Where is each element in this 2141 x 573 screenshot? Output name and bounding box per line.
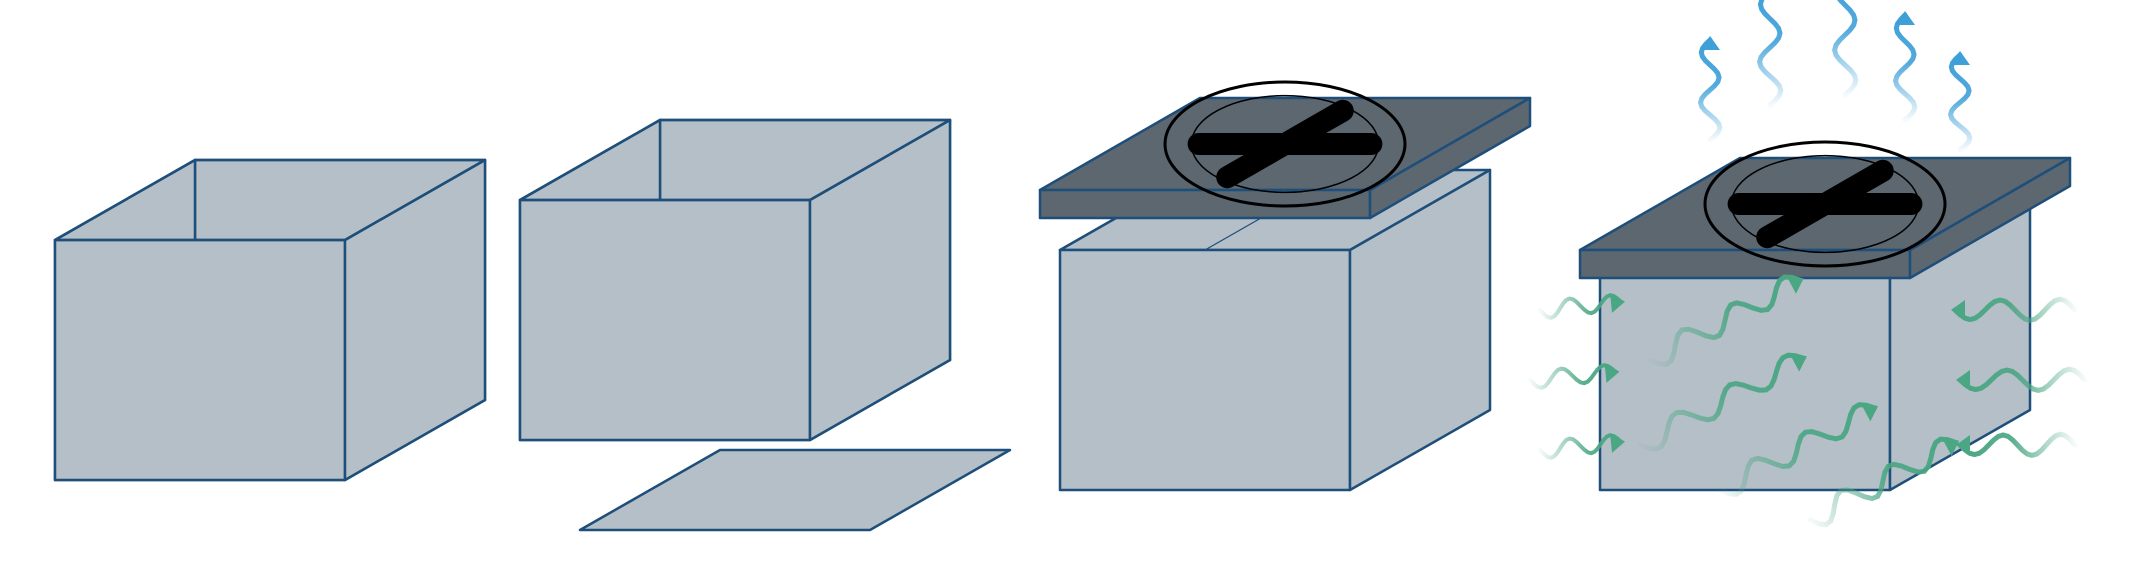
step2-open-box (520, 120, 950, 440)
step1-open-box (55, 160, 485, 480)
step2 (580, 450, 1010, 530)
assembly-diagram (0, 0, 2141, 573)
